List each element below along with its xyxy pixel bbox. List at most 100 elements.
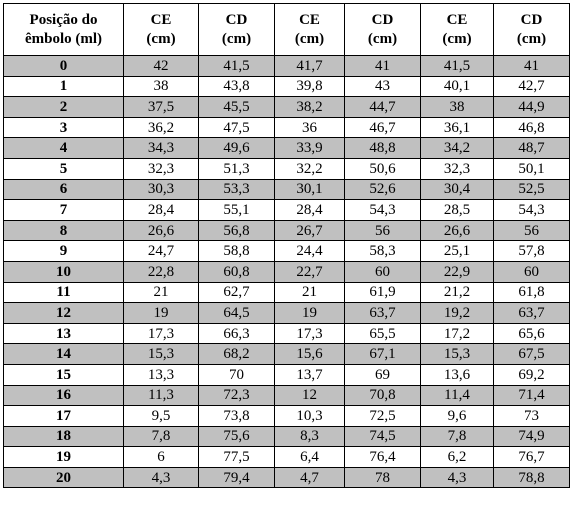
cell-cd-3: 76,7 — [493, 446, 570, 468]
cell-ce-3: 36,1 — [420, 116, 494, 139]
cell-cd-3: 69,2 — [493, 363, 570, 386]
table-row: 8 26,6 56,8 26,7 56 26,6 56 — [3, 219, 570, 242]
cell-ce-2: 6,4 — [274, 446, 345, 468]
cell-ce-3: 28,5 — [420, 199, 494, 221]
cell-cd-2: 46,7 — [344, 116, 421, 139]
cell-cd-1: 75,6 — [198, 425, 275, 448]
cell-ce-2: 15,6 — [274, 343, 345, 365]
cell-ce-1: 36,2 — [123, 116, 199, 139]
cell-cd-2: 58,3 — [344, 240, 421, 262]
cell-cd-3: 46,8 — [493, 116, 570, 139]
table-row: 10 22,8 60,8 22,7 60 22,9 60 — [3, 260, 570, 283]
cell-plunger-position: 5 — [3, 157, 124, 180]
cell-plunger-position: 16 — [3, 384, 124, 407]
cell-cd-3: 61,8 — [493, 281, 570, 304]
cell-ce-1: 7,8 — [123, 425, 199, 448]
table-row: 9 24,7 58,8 24,4 58,3 25,1 57,8 — [3, 240, 570, 262]
cell-ce-1: 38 — [123, 75, 199, 98]
cell-ce-3: 21,2 — [420, 281, 494, 304]
cell-cd-2: 44,7 — [344, 96, 421, 118]
cell-plunger-position: 2 — [3, 96, 124, 118]
table-header: Posição do êmbolo (ml) CE (cm) CD (cm) C… — [3, 3, 570, 56]
header-ce-3: CE (cm) — [420, 3, 494, 56]
cell-cd-2: 74,5 — [344, 425, 421, 448]
cell-ce-3: 13,6 — [420, 363, 494, 386]
header-ce-2: CE (cm) — [274, 3, 345, 56]
cell-cd-2: 69 — [344, 363, 421, 386]
cell-ce-1: 37,5 — [123, 96, 199, 118]
cell-cd-2: 60 — [344, 260, 421, 283]
cell-ce-1: 11,3 — [123, 384, 199, 407]
table-row: 13 17,3 66,3 17,3 65,5 17,2 65,6 — [3, 322, 570, 345]
cell-cd-3: 44,9 — [493, 96, 570, 118]
cell-cd-1: 43,8 — [198, 75, 275, 98]
cell-cd-2: 43 — [344, 75, 421, 98]
table-row: 11 21 62,7 21 61,9 21,2 61,8 — [3, 281, 570, 304]
cell-cd-2: 61,9 — [344, 281, 421, 304]
table-row: 7 28,4 55,1 28,4 54,3 28,5 54,3 — [3, 199, 570, 221]
table-row: 20 4,3 79,4 4,7 78 4,3 78,8 — [3, 466, 570, 489]
cell-ce-1: 9,5 — [123, 405, 199, 427]
table-row: 18 7,8 75,6 8,3 74,5 7,8 74,9 — [3, 425, 570, 448]
cell-cd-3: 74,9 — [493, 425, 570, 448]
cell-cd-2: 78 — [344, 466, 421, 489]
cell-cd-2: 50,6 — [344, 157, 421, 180]
cell-plunger-position: 17 — [3, 405, 124, 427]
cell-plunger-position: 18 — [3, 425, 124, 448]
cell-ce-3: 26,6 — [420, 219, 494, 242]
cell-ce-2: 33,9 — [274, 137, 345, 159]
cell-cd-3: 50,1 — [493, 157, 570, 180]
cell-cd-1: 66,3 — [198, 322, 275, 345]
cell-plunger-position: 8 — [3, 219, 124, 242]
cell-ce-2: 4,7 — [274, 466, 345, 489]
cell-ce-2: 8,3 — [274, 425, 345, 448]
cell-ce-2: 28,4 — [274, 199, 345, 221]
cell-plunger-position: 3 — [3, 116, 124, 139]
cell-cd-2: 70,8 — [344, 384, 421, 407]
header-row: Posição do êmbolo (ml) CE (cm) CD (cm) C… — [3, 3, 570, 56]
cell-ce-2: 36 — [274, 116, 345, 139]
cell-plunger-position: 12 — [3, 302, 124, 324]
cell-plunger-position: 14 — [3, 343, 124, 365]
cell-cd-1: 62,7 — [198, 281, 275, 304]
cell-cd-3: 73 — [493, 405, 570, 427]
table-row: 5 32,3 51,3 32,2 50,6 32,3 50,1 — [3, 157, 570, 180]
cell-plunger-position: 4 — [3, 137, 124, 159]
cell-ce-2: 10,3 — [274, 405, 345, 427]
cell-ce-3: 22,9 — [420, 260, 494, 283]
cell-cd-3: 42,7 — [493, 75, 570, 98]
cell-ce-2: 21 — [274, 281, 345, 304]
cell-ce-3: 38 — [420, 96, 494, 118]
cell-cd-1: 51,3 — [198, 157, 275, 180]
cell-ce-2: 38,2 — [274, 96, 345, 118]
cell-cd-2: 56 — [344, 219, 421, 242]
cell-cd-2: 76,4 — [344, 446, 421, 468]
cell-ce-3: 9,6 — [420, 405, 494, 427]
cell-ce-2: 24,4 — [274, 240, 345, 262]
cell-cd-1: 56,8 — [198, 219, 275, 242]
header-cd-3: CD (cm) — [493, 3, 570, 56]
cell-cd-1: 60,8 — [198, 260, 275, 283]
cell-ce-2: 19 — [274, 302, 345, 324]
cell-cd-3: 41 — [493, 55, 570, 77]
cell-ce-2: 17,3 — [274, 322, 345, 345]
cell-ce-1: 13,3 — [123, 363, 199, 386]
cell-ce-1: 19 — [123, 302, 199, 324]
header-ce-1: CE (cm) — [123, 3, 199, 56]
cell-plunger-position: 7 — [3, 199, 124, 221]
table-row: 6 30,3 53,3 30,1 52,6 30,4 52,5 — [3, 178, 570, 201]
cell-cd-1: 77,5 — [198, 446, 275, 468]
cell-cd-1: 45,5 — [198, 96, 275, 118]
cell-ce-3: 32,3 — [420, 157, 494, 180]
cell-plunger-position: 11 — [3, 281, 124, 304]
cell-cd-1: 58,8 — [198, 240, 275, 262]
table-row: 19 6 77,5 6,4 76,4 6,2 76,7 — [3, 446, 570, 468]
cell-ce-3: 30,4 — [420, 178, 494, 201]
table-row: 14 15,3 68,2 15,6 67,1 15,3 67,5 — [3, 343, 570, 365]
measurement-table: Posição do êmbolo (ml) CE (cm) CD (cm) C… — [3, 3, 570, 489]
cell-ce-2: 30,1 — [274, 178, 345, 201]
cell-ce-1: 34,3 — [123, 137, 199, 159]
cell-ce-2: 39,8 — [274, 75, 345, 98]
table-row: 4 34,3 49,6 33,9 48,8 34,2 48,7 — [3, 137, 570, 159]
cell-ce-3: 41,5 — [420, 55, 494, 77]
